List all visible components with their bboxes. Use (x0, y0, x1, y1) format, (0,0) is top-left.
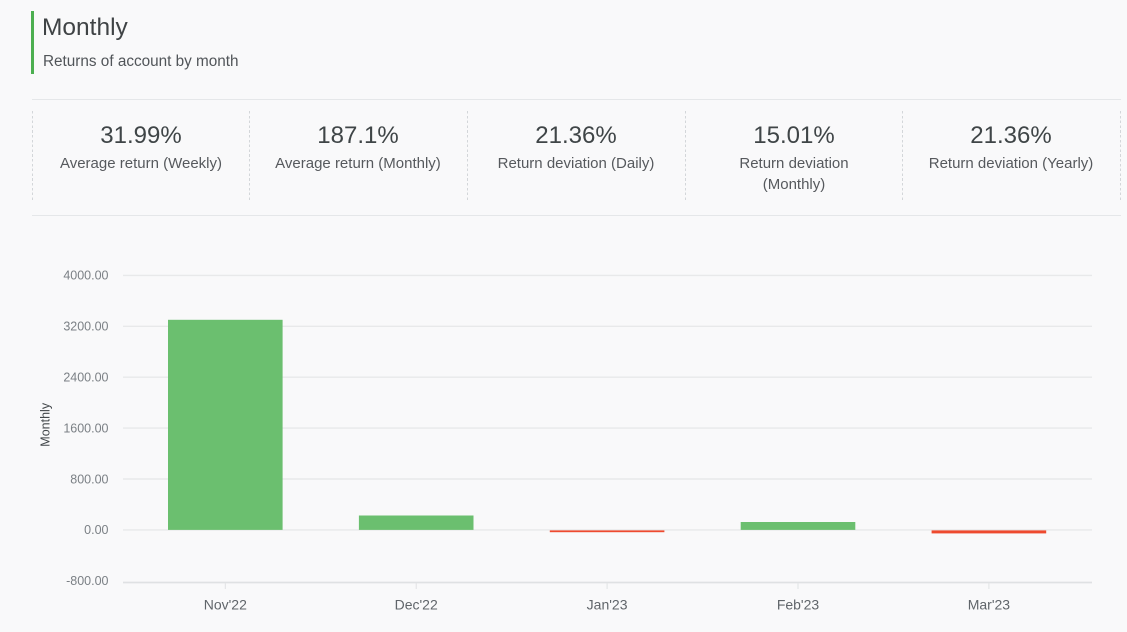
svg-text:0.00: 0.00 (84, 523, 108, 537)
svg-text:Monthly: Monthly (39, 402, 53, 447)
svg-text:Nov'22: Nov'22 (204, 597, 247, 613)
svg-text:Mar'23: Mar'23 (968, 597, 1011, 613)
svg-text:800.00: 800.00 (70, 472, 108, 486)
svg-text:-800.00: -800.00 (66, 574, 108, 588)
svg-text:4000.00: 4000.00 (63, 269, 108, 283)
svg-text:Dec'22: Dec'22 (395, 597, 438, 613)
svg-text:Jan'23: Jan'23 (587, 597, 628, 613)
svg-text:Feb'23: Feb'23 (777, 597, 820, 613)
svg-text:3200.00: 3200.00 (63, 320, 108, 334)
svg-text:2400.00: 2400.00 (63, 371, 108, 385)
svg-text:1600.00: 1600.00 (63, 421, 108, 435)
